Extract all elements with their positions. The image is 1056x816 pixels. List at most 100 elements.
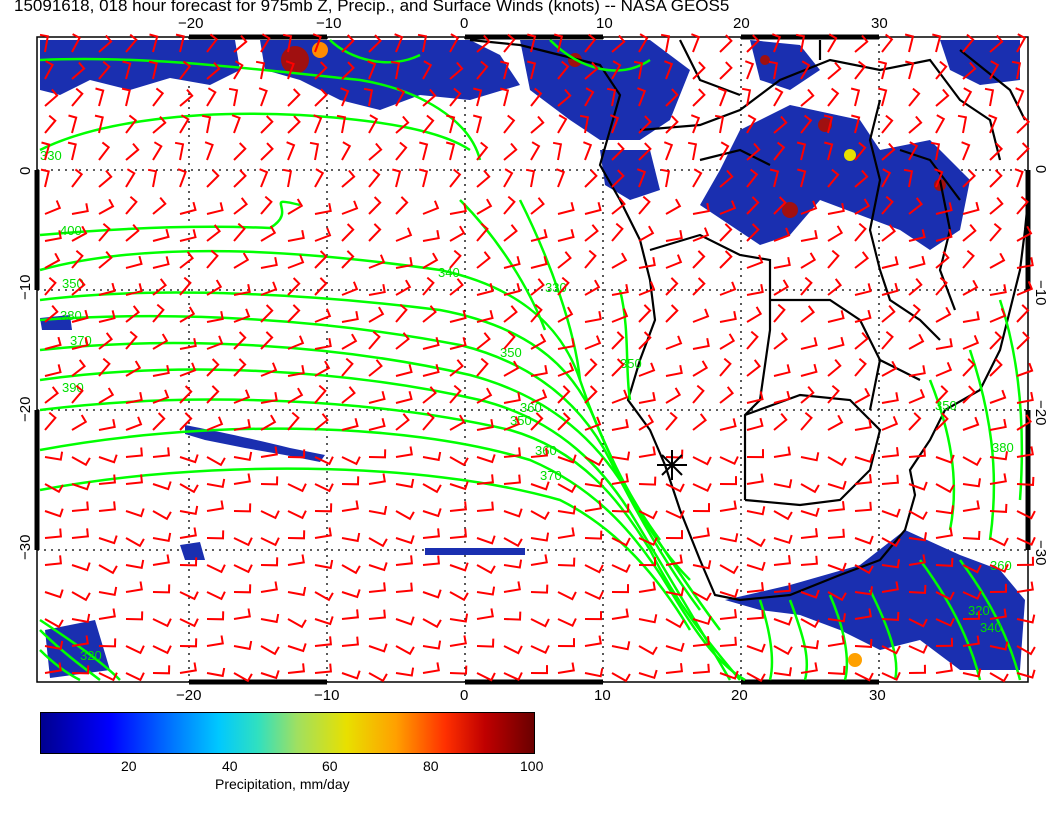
wind-barb (638, 669, 658, 680)
wind-barb (71, 481, 91, 491)
wind-barb (314, 203, 332, 215)
wind-barb (823, 114, 834, 134)
wind-barb (584, 416, 602, 431)
wind-barb (692, 88, 706, 107)
wind-barb (287, 254, 305, 269)
wind-barb (719, 670, 739, 680)
wind-barb (800, 452, 820, 462)
wind-barb (552, 141, 563, 161)
wind-barb (692, 636, 711, 647)
wind-barb (368, 562, 388, 572)
wind-barb (368, 418, 386, 431)
wind-barb (341, 333, 358, 350)
wind-barb (719, 250, 733, 269)
wind-barb (611, 389, 629, 404)
wind-barb (1016, 225, 1033, 242)
station-marker (657, 450, 687, 480)
wind-barb (854, 474, 873, 485)
wind-barb (476, 535, 496, 545)
wind-barb (395, 582, 413, 593)
wind-barb (395, 555, 413, 566)
wind-barb (125, 283, 143, 296)
wind-barb (67, 141, 77, 161)
wind-barb (908, 644, 928, 654)
wind-barb (851, 114, 861, 134)
wind-barb (503, 416, 521, 431)
wind-barb (395, 535, 415, 545)
wind-barb (314, 338, 332, 350)
wind-barb (1016, 391, 1034, 404)
wind-barb (44, 336, 62, 350)
wind-barb (233, 60, 244, 80)
wind-barb (179, 201, 197, 215)
wind-barb (286, 141, 296, 161)
wind-barb (557, 483, 577, 494)
wind-barb (530, 141, 541, 161)
wind-barb (503, 611, 522, 621)
wind-barb (935, 88, 950, 107)
wind-barb (746, 223, 760, 242)
wind-barb (989, 537, 1009, 547)
wind-barb (746, 359, 762, 377)
wind-barb (663, 141, 674, 161)
wind-barb (854, 60, 867, 80)
wind-barb (719, 609, 738, 620)
wind-barb (800, 305, 816, 323)
wind-barb (989, 196, 1004, 215)
wind-barb (881, 537, 901, 548)
wind-barb (584, 335, 602, 350)
wind-barb (611, 641, 631, 651)
wind-barb (827, 336, 845, 350)
wind-barb (881, 645, 901, 655)
wind-barb (611, 60, 622, 80)
wind-barb (179, 362, 197, 377)
wind-barb (395, 332, 410, 350)
wind-barb (660, 33, 671, 53)
wind-barb (744, 60, 755, 80)
lon-label: 30 (869, 687, 886, 704)
wind-barb (98, 141, 111, 161)
wind-barb (44, 276, 57, 296)
wind-barb (719, 588, 739, 599)
wind-barb (665, 642, 685, 653)
wind-barb (557, 362, 575, 377)
wind-barb (287, 618, 307, 629)
wind-barb (989, 331, 1003, 350)
wind-barb (881, 447, 900, 458)
wind-barb (827, 203, 845, 215)
wind-barb (962, 385, 976, 404)
wind-barb (773, 227, 791, 242)
wind-barb (449, 501, 467, 512)
wind-barb (881, 168, 892, 188)
wind-barb (638, 645, 658, 656)
wind-barb (530, 256, 548, 269)
wind-barb (260, 557, 279, 567)
wind-barb (152, 333, 169, 350)
wind-barb (611, 473, 629, 485)
wind-barb (719, 357, 732, 377)
wind-barb (962, 61, 977, 80)
wind-barb (827, 249, 840, 269)
wind-barb (584, 202, 602, 215)
wind-barb (98, 34, 113, 53)
wind-barb (530, 510, 550, 521)
wind-barb (584, 668, 604, 678)
wind-barb (908, 532, 927, 542)
contour-label: 320 (80, 648, 102, 663)
wind-barb (527, 33, 537, 53)
wind-barb (368, 34, 382, 53)
wind-barb (557, 114, 568, 134)
wind-barb (473, 87, 483, 107)
wind-barb (287, 483, 307, 493)
wind-barb (368, 391, 386, 404)
lon-label: −20 (178, 15, 203, 32)
wind-barb (341, 34, 355, 53)
wind-barb (179, 251, 195, 269)
wind-barb (179, 88, 194, 107)
wind-barb (179, 662, 197, 674)
wind-barb (503, 330, 516, 350)
wind-barb (881, 282, 899, 296)
wind-barb (827, 225, 844, 242)
wind-barb (557, 338, 575, 350)
